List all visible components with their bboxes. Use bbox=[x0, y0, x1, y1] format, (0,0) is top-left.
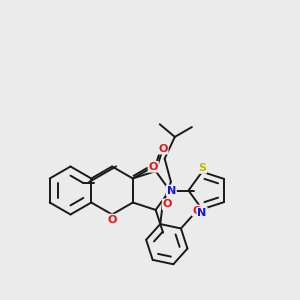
Text: O: O bbox=[148, 162, 158, 172]
Text: S: S bbox=[198, 163, 206, 173]
Text: N: N bbox=[167, 185, 176, 196]
Text: O: O bbox=[163, 200, 172, 209]
Text: O: O bbox=[192, 206, 202, 215]
Text: O: O bbox=[158, 144, 168, 154]
Text: O: O bbox=[107, 214, 117, 225]
Text: N: N bbox=[197, 208, 207, 218]
